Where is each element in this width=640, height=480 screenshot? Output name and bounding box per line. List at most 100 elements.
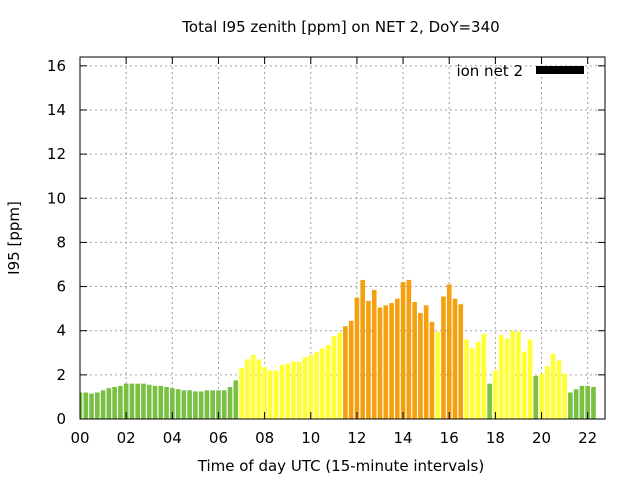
bar <box>227 386 233 419</box>
y-tick-label: 12 <box>47 145 66 163</box>
bar <box>112 386 117 419</box>
bar <box>141 383 146 419</box>
bar <box>470 348 475 419</box>
bar <box>406 279 412 419</box>
bar <box>539 373 544 419</box>
y-tick-label: 6 <box>56 278 66 296</box>
x-tick-label: 06 <box>209 429 228 447</box>
y-tick-label: 4 <box>56 322 66 340</box>
bar <box>210 390 215 419</box>
bar <box>100 390 106 419</box>
bar <box>302 357 308 419</box>
bar <box>325 345 331 419</box>
bar <box>221 390 227 419</box>
bars <box>80 279 596 419</box>
chart-title: Total I95 zenith [ppm] on NET 2, DoY=340 <box>181 18 499 36</box>
bar <box>285 363 290 419</box>
bar <box>164 386 169 419</box>
bar <box>383 305 389 419</box>
legend-swatch <box>536 66 584 74</box>
bar <box>106 388 112 419</box>
y-tick-label: 14 <box>47 101 66 119</box>
y-tick-label: 16 <box>47 57 66 75</box>
x-tick-label: 08 <box>255 429 274 447</box>
bar <box>527 339 533 419</box>
bar <box>170 388 175 419</box>
bar <box>348 320 354 419</box>
bar <box>337 332 342 419</box>
bar <box>89 393 94 419</box>
bar <box>487 383 492 419</box>
bar <box>135 383 140 419</box>
bar <box>360 279 365 419</box>
bar <box>216 390 221 419</box>
y-tick-label: 0 <box>56 410 66 428</box>
bar <box>389 303 394 419</box>
bar <box>418 313 423 419</box>
bar <box>198 391 204 419</box>
bar <box>464 339 469 419</box>
bar <box>83 392 89 419</box>
bar <box>80 392 83 419</box>
bar <box>95 392 100 419</box>
x-tick-label: 16 <box>440 429 459 447</box>
bar <box>256 359 262 419</box>
x-tick-label: 10 <box>301 429 320 447</box>
y-axis-label: I95 [ppm] <box>5 201 23 275</box>
bar <box>516 331 521 419</box>
x-tick-label: 14 <box>394 429 413 447</box>
bar <box>250 354 256 419</box>
bar <box>435 331 440 419</box>
bar <box>568 392 573 419</box>
bar <box>550 353 556 419</box>
bar <box>579 385 585 419</box>
x-tick-label: 02 <box>117 429 136 447</box>
bar <box>504 338 510 419</box>
bar <box>187 390 192 419</box>
bar <box>452 298 458 419</box>
bar <box>239 368 244 419</box>
bar <box>181 390 187 419</box>
bar <box>193 391 198 419</box>
bar <box>441 296 446 419</box>
bar <box>591 386 596 419</box>
y-tick-label: 8 <box>56 233 66 251</box>
bar <box>395 298 400 419</box>
bar <box>296 361 302 419</box>
bar <box>204 390 210 419</box>
bar <box>475 341 481 419</box>
bar <box>279 364 285 419</box>
bar <box>493 370 498 419</box>
bar <box>233 380 239 419</box>
legend-label: ion net 2 <box>456 62 523 80</box>
bar <box>118 385 123 419</box>
bar <box>262 367 267 419</box>
x-tick-label: 18 <box>486 429 505 447</box>
bar <box>562 373 567 419</box>
bar <box>268 370 273 419</box>
bar <box>123 383 129 419</box>
legend: ion net 2 <box>456 62 584 80</box>
bar <box>446 284 452 419</box>
bar <box>175 389 181 419</box>
plot-frame <box>79 56 606 420</box>
x-axis-label: Time of day UTC (15-minute intervals) <box>197 457 484 475</box>
bar <box>429 321 435 419</box>
y-tick-label: 10 <box>47 189 66 207</box>
bar <box>331 336 337 419</box>
bar <box>545 366 550 419</box>
bar <box>458 304 464 419</box>
x-tick-label: 04 <box>163 429 182 447</box>
bar <box>556 360 562 419</box>
x-tick-label: 22 <box>578 429 597 447</box>
bar <box>273 370 279 419</box>
bar <box>366 300 371 419</box>
bar <box>146 384 152 419</box>
bar <box>343 326 348 419</box>
bar <box>245 359 250 419</box>
bar <box>533 375 539 419</box>
bar <box>521 351 527 419</box>
grid-lines <box>80 57 605 419</box>
